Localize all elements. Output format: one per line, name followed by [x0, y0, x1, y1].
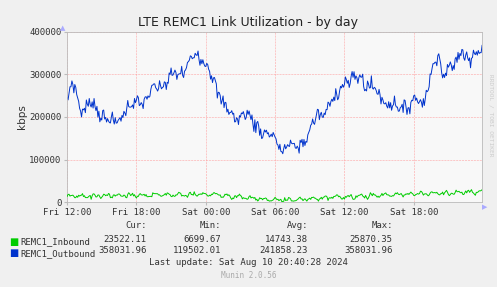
Text: 6699.67: 6699.67 [183, 235, 221, 244]
Text: ■: ■ [9, 248, 18, 258]
Text: 358031.96: 358031.96 [344, 246, 393, 255]
Text: Munin 2.0.56: Munin 2.0.56 [221, 272, 276, 280]
Text: Cur:: Cur: [125, 221, 147, 230]
Text: REMC1_Inbound: REMC1_Inbound [21, 237, 91, 246]
Text: ▶: ▶ [482, 204, 488, 210]
Text: ■: ■ [9, 237, 18, 247]
Text: Min:: Min: [200, 221, 221, 230]
Text: 25870.35: 25870.35 [349, 235, 393, 244]
Y-axis label: kbps: kbps [16, 104, 26, 129]
Text: ▲: ▲ [60, 26, 65, 32]
Text: 241858.23: 241858.23 [260, 246, 308, 255]
Text: Last update: Sat Aug 10 20:40:28 2024: Last update: Sat Aug 10 20:40:28 2024 [149, 259, 348, 267]
Text: 14743.38: 14743.38 [265, 235, 308, 244]
Text: 23522.11: 23522.11 [103, 235, 147, 244]
Text: Avg:: Avg: [287, 221, 308, 230]
Text: 119502.01: 119502.01 [173, 246, 221, 255]
Text: LTE REMC1 Link Utilization - by day: LTE REMC1 Link Utilization - by day [139, 16, 358, 29]
Text: REMC1_Outbound: REMC1_Outbound [21, 249, 96, 258]
Text: RRDTOOL / TOBI OETIKER: RRDTOOL / TOBI OETIKER [489, 73, 494, 156]
Text: Max:: Max: [371, 221, 393, 230]
Text: 358031.96: 358031.96 [98, 246, 147, 255]
